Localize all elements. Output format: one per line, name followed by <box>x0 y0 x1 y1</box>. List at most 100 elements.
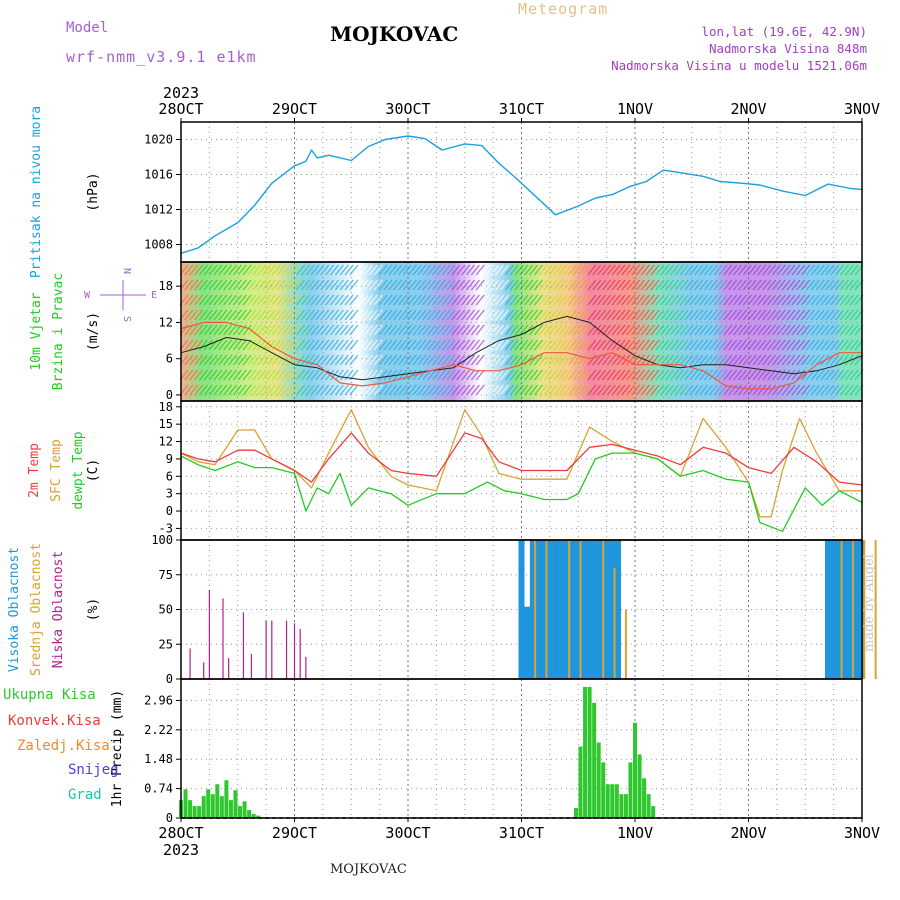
precip-bar <box>619 794 624 818</box>
y-tick-label: 3 <box>166 487 173 501</box>
cloud-high-bar <box>853 540 860 679</box>
cloud-high-bar <box>597 540 604 679</box>
precip-bar <box>614 784 619 818</box>
y-tick-label: 18 <box>159 279 173 293</box>
precip-bar <box>183 789 188 818</box>
y-tick-label: 1020 <box>144 133 173 147</box>
x-tick-label-top: 1NOV <box>617 100 653 118</box>
cloud-high-bar <box>546 540 553 679</box>
precip-bar <box>256 815 261 818</box>
precip-bar <box>238 806 243 818</box>
cloud-high-bar <box>609 540 616 679</box>
y-tick-label: 9 <box>166 452 173 466</box>
cloud-high-bar <box>524 606 531 679</box>
y-axis-label: (hPa) <box>86 172 101 211</box>
precip-bar <box>247 810 252 818</box>
side-label: 2m Temp <box>27 443 42 498</box>
precip-bar <box>637 754 642 818</box>
y-tick-label: 100 <box>151 533 173 547</box>
side-label: Niska Oblacnost <box>51 551 66 668</box>
precip-bar <box>206 789 211 818</box>
cloud-high-bar <box>518 540 525 679</box>
precip-bar <box>210 794 215 818</box>
precip-legend-item: Snijeg <box>68 762 119 778</box>
cloud-high-bar <box>847 540 854 679</box>
cloud-mid-bar <box>568 540 571 679</box>
x-tick-label-bottom: 29OCT <box>272 824 317 842</box>
y-tick-label: 1012 <box>144 203 173 217</box>
precip-bar <box>242 801 247 818</box>
cloud-mid-bar <box>874 540 877 679</box>
precip-bar <box>583 686 588 818</box>
cloud-high-bar <box>824 540 831 679</box>
precip-bar <box>197 806 202 818</box>
x-tick-label-top: 31OCT <box>499 100 544 118</box>
y-tick-label: 6 <box>166 352 173 366</box>
dewpoint-line <box>180 452 863 532</box>
cloud-high-bar <box>841 540 848 679</box>
cloud-high-bar <box>580 540 587 679</box>
precip-bar <box>233 790 238 818</box>
x-tick-label-bottom: 3NOV <box>844 824 880 842</box>
precip-bar <box>610 784 615 818</box>
precip-bar <box>224 780 229 818</box>
meteogram-label: Meteogram <box>518 0 609 18</box>
precip-legend-item: Grad <box>68 787 102 803</box>
cloud-mid-bar <box>851 540 854 679</box>
cloud-high-bar <box>592 540 599 679</box>
temp-2m-line <box>180 432 863 486</box>
pressure-line <box>180 135 863 254</box>
elevation-label: Nadmorska Visina 848m <box>708 41 867 56</box>
x-tick-label-bottom: 30OCT <box>385 824 430 842</box>
precip-bar <box>228 800 233 818</box>
cloud-high-bar <box>529 540 536 679</box>
precip-bar <box>642 778 647 818</box>
side-label: Brzina i Pravac <box>51 273 66 390</box>
x-tick-label-top: 3NOV <box>844 100 880 118</box>
wind-gust-line <box>180 321 862 390</box>
compass-e: E <box>151 290 157 301</box>
cloud-high-bar <box>569 540 576 679</box>
precip-bar <box>651 806 656 818</box>
precip-bar <box>587 686 592 818</box>
model-name: wrf-nmm_v3.9.1 e1km <box>66 48 257 66</box>
cloud-mid-bar <box>613 567 616 679</box>
credit-label: made by Angel <box>862 554 877 652</box>
wind-arrows <box>179 264 864 396</box>
precip-bar <box>215 784 220 818</box>
y-tick-label: 0.74 <box>144 782 173 796</box>
side-label: SFC Temp <box>49 439 64 502</box>
side-label: 10m Vjetar <box>29 292 44 370</box>
cloud-high-bar <box>552 540 559 679</box>
precip-bar <box>192 806 197 818</box>
x-tick-label-top: 28OCT <box>158 100 203 118</box>
x-tick-label-bottom: 1NOV <box>617 824 653 842</box>
y-tick-label: 15 <box>159 417 173 431</box>
side-label: Pritisak na nivou mora <box>29 106 44 278</box>
cloud-high-bar <box>558 540 565 679</box>
cloud-mid-bar <box>602 540 605 679</box>
y-tick-label: 25 <box>159 637 173 651</box>
x-tick-label-top: 2NOV <box>730 100 766 118</box>
cloud-mid-bar <box>545 540 548 679</box>
precip-bar <box>592 702 597 818</box>
precip-bar <box>219 796 224 818</box>
precip-bar <box>596 742 601 818</box>
precip-bar <box>201 796 206 818</box>
y-tick-label: 0 <box>166 672 173 686</box>
cloud-high-bar <box>603 540 610 679</box>
year-label-bottom: 2023 <box>163 841 199 859</box>
cloud-mid-bar <box>624 609 627 679</box>
year-label-top: 2023 <box>163 84 199 102</box>
precip-bar <box>573 808 578 818</box>
precip-legend-item: Konvek.Kisa <box>8 713 101 729</box>
precip-bar <box>623 794 628 818</box>
precip-bar <box>601 762 606 818</box>
y-axis-label: (C) <box>86 459 101 482</box>
x-tick-label-top: 30OCT <box>385 100 430 118</box>
cloud-high-bar <box>586 540 593 679</box>
cloud-high-bar <box>563 540 570 679</box>
y-tick-label: 1.48 <box>144 752 173 766</box>
cloud-mid-bar <box>579 540 582 679</box>
precip-bar <box>605 784 610 818</box>
